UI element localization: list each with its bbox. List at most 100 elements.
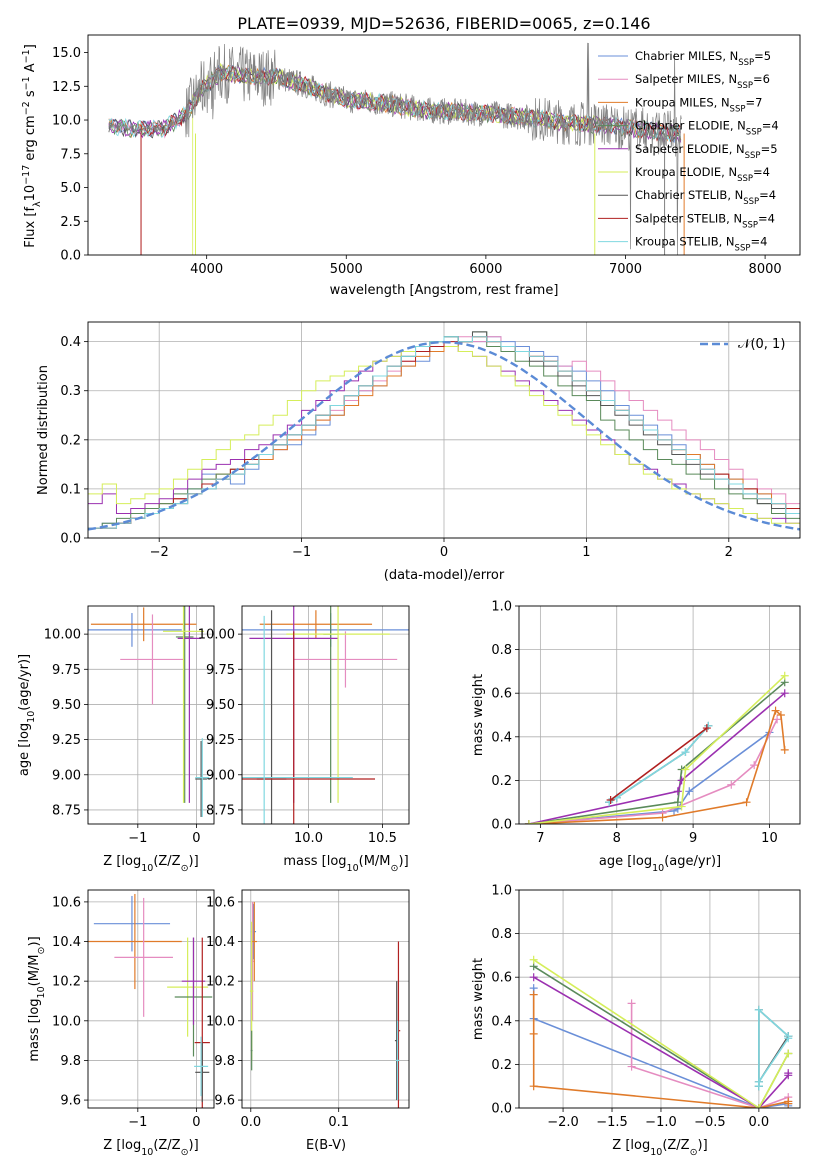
- series-kroupa_miles: [528, 709, 786, 824]
- y-tick-label: 0.8: [491, 643, 512, 658]
- legend-sub: SSP: [743, 197, 759, 207]
- y-axis-label-part: λ: [32, 201, 43, 207]
- axes-weight-vs-age: 7 8 9 10 0.0 0.2 0.4 0.6 0.8 1.0: [491, 600, 801, 846]
- legend-label-kroupa_stelib: Kroupa STELIB, NSSP=4: [635, 235, 767, 254]
- series-chabrier_elodie-marker: [673, 798, 682, 807]
- x-axis-label: E(B-V): [306, 1138, 346, 1153]
- x-axis-label-part: (Z/Z: [153, 854, 180, 869]
- y-tick-label: 0.3: [60, 384, 81, 399]
- legend-sub: SSP: [737, 81, 753, 91]
- y-tick-label: 0.0: [491, 818, 512, 833]
- series-kroupa_elodie-marker: [529, 955, 538, 964]
- x-axis-label-part: 10: [652, 863, 664, 874]
- y-tick-label: 8.75: [206, 803, 235, 818]
- series-kroupa_miles-marker: [771, 706, 780, 715]
- legend-label-normal: 𝒩(0, 1): [738, 337, 785, 352]
- axes-frame: [87, 605, 215, 825]
- series-kroupa_miles-marker: [529, 1029, 538, 1038]
- x-axis-label: Z [log10(Z/Z⊙)]: [103, 854, 198, 874]
- y-tick-label: 10.4: [52, 935, 81, 950]
- series-salpeter_elodie-marker: [673, 787, 682, 796]
- y-axis-label-part: s: [23, 90, 38, 101]
- series-kroupa_elodie-marker: [754, 1104, 763, 1108]
- y-axis-label-part: age [log: [17, 723, 32, 776]
- y-axis-label-part: Flux [f: [23, 207, 38, 248]
- series-kroupa_elodie-marker: [780, 671, 789, 680]
- series-spectrum-salpeter_stelib: [140, 66, 681, 255]
- axes-spectrum: 4000 5000 6000 7000 8000 0.0 2.5 5.0 7.5 10.0 12.5…: [52, 34, 801, 277]
- y-tick-label: 0.6: [491, 687, 512, 702]
- legend-text: Kroupa STELIB, N: [635, 235, 735, 249]
- y-tick-label: 10.00: [198, 628, 235, 643]
- y-axis-label-part: −2: [21, 101, 32, 115]
- y-axis-label-part: )]: [27, 936, 42, 946]
- legend-residuals: 𝒩(0, 1): [700, 337, 785, 352]
- series-kroupa_stelib: [758, 1008, 790, 1087]
- plot-area-age-vs-Z: [88, 606, 210, 817]
- y-tick-label: 10.6: [52, 895, 81, 910]
- legend-text: =5: [761, 142, 778, 156]
- x-tick-label: −1: [128, 831, 147, 846]
- x-tick-label: 6000: [469, 262, 502, 277]
- series-kroupa_stelib-marker: [754, 1082, 763, 1091]
- y-axis-label-part: −1: [21, 49, 32, 63]
- series-salpeter_miles-marker: [773, 715, 782, 724]
- x-axis-label: Z [log10(Z/Z⊙)]: [612, 1138, 707, 1158]
- legend-text: =6: [753, 72, 770, 86]
- y-tick-label: 0.0: [491, 1102, 512, 1117]
- x-tick-label: 0.0: [749, 1115, 770, 1130]
- legend-text: Salpeter STELIB, N: [635, 211, 742, 225]
- normal-curve: [88, 340, 800, 531]
- x-tick-label: 4000: [190, 262, 223, 277]
- series-salpeter_miles-marker: [727, 780, 736, 789]
- y-tick-label: 0.4: [491, 1014, 512, 1029]
- series-salpeter_stelib-marker: [702, 724, 711, 733]
- legend-text: Salpeter ELODIE, N: [635, 142, 745, 156]
- series-salpeter_elodie: [528, 692, 786, 824]
- series-kroupa_elodie-marker: [784, 1049, 793, 1058]
- y-tick-label: 9.00: [206, 768, 235, 783]
- legend-label-salpeter_miles: Salpeter MILES, NSSP=6: [635, 72, 770, 91]
- y-axis-label: mass [log10(M/M⊙)]: [27, 936, 47, 1061]
- y-tick-label: 2.5: [60, 215, 81, 230]
- x-tick-label: 1: [582, 545, 590, 560]
- x-tick-label: 10.0: [294, 831, 323, 846]
- series-salpeter_stelib-marker: [606, 796, 615, 805]
- legend-text: =4: [758, 211, 775, 225]
- y-axis-label-part: −17: [21, 165, 32, 185]
- series-kroupa_stelib-marker: [754, 1005, 763, 1014]
- x-axis-label-part: (Z/Z: [153, 1138, 180, 1153]
- x-tick-label: −1: [128, 1115, 147, 1130]
- axes-frame: [87, 321, 801, 539]
- x-axis-label: mass [log10(M/M⊙)]: [283, 854, 408, 874]
- series-kroupa_miles-marker: [529, 990, 538, 999]
- x-tick-label: 7: [536, 831, 544, 846]
- legend-sub: SSP: [730, 104, 746, 114]
- y-tick-label: 10.4: [206, 935, 235, 950]
- axes-age-vs-mass: 10.0 10.5 8.75 9.00 9.25 9.50 9.75 10.00: [198, 605, 410, 846]
- y-tick-label: 10.0: [52, 114, 81, 129]
- legend-text: =7: [745, 95, 762, 109]
- y-axis-label-part: −1: [21, 76, 32, 90]
- y-tick-label: 9.00: [52, 768, 81, 783]
- series-kroupa_miles-marker: [658, 813, 667, 822]
- legend-sub: SSP: [737, 174, 753, 184]
- x-axis-label-part: Z [log: [103, 1138, 141, 1153]
- y-tick-label: 0.0: [60, 249, 81, 264]
- x-axis-label-part: )]: [189, 854, 199, 869]
- y-tick-label: 0.2: [491, 1058, 512, 1073]
- legend-label-chabrier_miles: Chabrier MILES, NSSP=5: [635, 49, 771, 68]
- series-spectrum-data: [108, 42, 682, 255]
- y-tick-label: 12.5: [52, 80, 81, 95]
- plot-area-weight-vs-Z: [529, 955, 793, 1108]
- x-axis-label-part: ⊙: [181, 863, 189, 874]
- series-salpeter_stelib: [610, 727, 708, 801]
- legend-text: Chabrier STELIB, N: [635, 188, 743, 202]
- x-tick-label: 9: [689, 831, 697, 846]
- y-axis-label-part: erg cm: [23, 115, 38, 164]
- x-tick-label: 2: [725, 545, 733, 560]
- y-axis-label: Normed distribution: [36, 365, 51, 495]
- plot-area-residuals: [88, 331, 800, 531]
- x-tick-label: −0.5: [694, 1115, 726, 1130]
- y-tick-label: 9.75: [52, 663, 81, 678]
